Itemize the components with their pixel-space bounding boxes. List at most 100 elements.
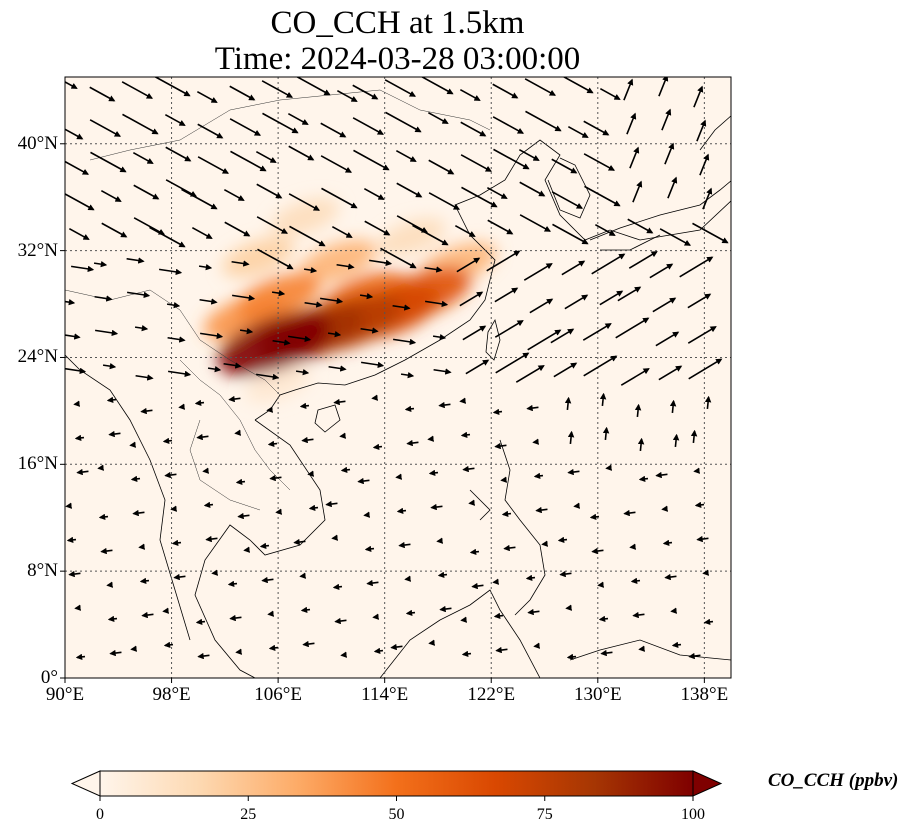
wind-arrow (197, 652, 210, 660)
wind-arrow (552, 223, 589, 245)
wind-arrow (526, 404, 539, 412)
wind-arrow (194, 399, 205, 407)
co-plume-cell (217, 312, 332, 376)
wind-arrow (492, 83, 519, 99)
wind-arrow (527, 608, 540, 616)
wind-arrow (600, 649, 613, 657)
wind-arrow (461, 186, 498, 208)
wind-arrow (454, 224, 476, 238)
coastline-taiwan (485, 318, 501, 361)
wind-arrow (65, 128, 84, 140)
wind-arrow (433, 368, 452, 375)
wind-arrow (688, 358, 723, 380)
wind-arrow (121, 81, 154, 99)
wind-arrow (527, 329, 562, 351)
wind-arrow (65, 160, 90, 175)
wind-arrow (533, 642, 540, 649)
wind-arrow (623, 78, 634, 101)
wind-arrow (658, 365, 683, 381)
wind-arrow (102, 362, 117, 370)
wind-arrow (235, 478, 246, 486)
wind-arrow (261, 80, 294, 98)
wind-arrow (432, 333, 447, 341)
wind-arrow (373, 647, 384, 655)
wind-arrow (352, 84, 379, 100)
wind-arrow (620, 368, 650, 386)
wind-arrow (582, 323, 612, 341)
wind-arrow (459, 291, 484, 307)
wind-arrow (205, 535, 218, 543)
wind-arrow (627, 218, 654, 234)
wind-arrow (372, 443, 383, 451)
wind-arrow (363, 187, 385, 201)
wind-arrow (469, 548, 480, 556)
wind-arrow (173, 573, 186, 581)
wind-arrow (257, 248, 294, 270)
wind-arrow (486, 250, 521, 272)
wind-arrow (93, 260, 108, 268)
wind-arrow (229, 118, 262, 136)
wind-arrow (438, 401, 451, 409)
wind-arrow (541, 540, 548, 547)
wind-arrow (669, 399, 677, 414)
wind-arrow (357, 477, 370, 485)
wind-arrow (331, 534, 338, 541)
country-borders (65, 89, 491, 511)
wind-arrow (567, 125, 589, 139)
wind-arrow (687, 293, 712, 309)
wind-arrow (135, 374, 154, 381)
wind-arrow (594, 223, 616, 237)
wind-arrow (567, 430, 575, 445)
co-plume-cell (299, 239, 377, 283)
wind-arrow (127, 291, 151, 299)
wind-arrow (628, 251, 658, 269)
wind-arrow (494, 442, 507, 450)
wind-arrow (266, 406, 273, 413)
wind-arrow (232, 294, 256, 302)
wind-arrow (132, 509, 145, 517)
wind-arrow (494, 320, 524, 338)
wind-arrow (664, 573, 677, 581)
wind-arrow (694, 501, 705, 509)
wind-arrow (288, 145, 315, 161)
wind-arrow (336, 263, 355, 270)
wind-arrow (89, 119, 122, 137)
wind-arrow (425, 300, 449, 308)
wind-arrow (561, 260, 586, 276)
wind-arrow (269, 474, 282, 482)
wind-arrow (591, 547, 604, 555)
wind-arrow (89, 86, 116, 102)
wind-arrow (320, 155, 353, 173)
wind-arrow (459, 88, 481, 102)
wind-arrow (652, 297, 677, 313)
lon-tick-label: 130°E (573, 684, 622, 705)
wind-arrow (562, 77, 594, 94)
wind-arrow (134, 324, 149, 332)
wind-arrow (400, 371, 415, 379)
co-plume-cell (377, 218, 446, 257)
wind-arrow (398, 541, 411, 549)
wind-arrow (76, 468, 89, 476)
wind-arrow (140, 407, 153, 415)
wind-arrow (487, 219, 514, 235)
wind-arrow (385, 111, 422, 133)
colorbar-tick-label: 25 (240, 806, 257, 823)
wind-arrow (170, 505, 177, 512)
wind-arrow (200, 332, 224, 340)
wind-arrow (597, 581, 604, 588)
lat-tick-label: 16°N (17, 453, 58, 475)
wind-arrow (299, 402, 310, 410)
wind-arrow (65, 298, 76, 306)
wind-arrow (519, 214, 552, 232)
wind-arrow (589, 513, 600, 521)
wind-arrow (268, 644, 279, 652)
wind-arrow (203, 501, 214, 509)
wind-arrow (605, 464, 612, 471)
wind-arrow (626, 112, 637, 135)
wind-arrow (584, 185, 621, 207)
wind-arrow (68, 227, 90, 241)
wind-arrow (97, 464, 104, 471)
wind-arrow (384, 79, 417, 97)
wind-arrow (599, 87, 621, 101)
